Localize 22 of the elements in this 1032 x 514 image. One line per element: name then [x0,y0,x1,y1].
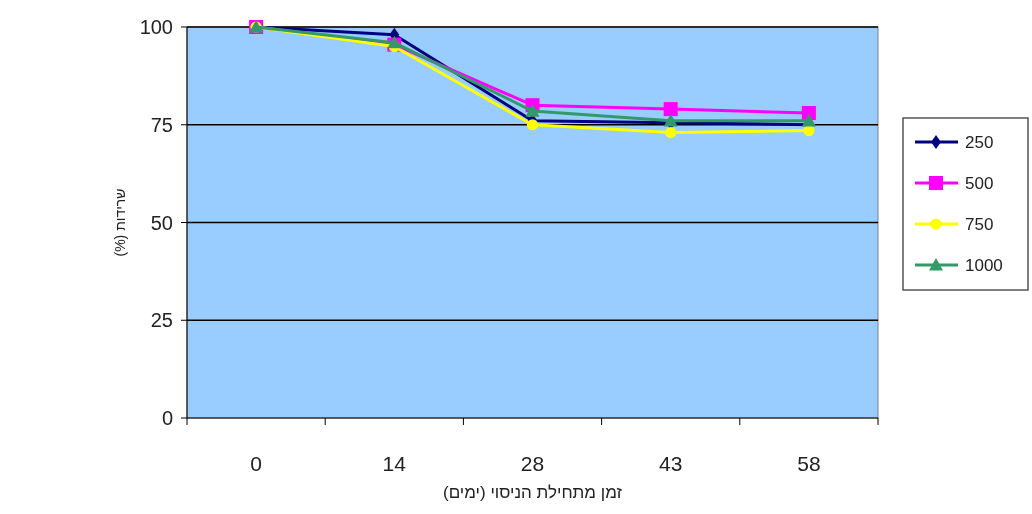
x-tick-label: 0 [250,452,262,475]
y-tick-label: 100 [139,16,173,38]
y-tick-label: 25 [150,309,173,332]
y-axis-title: שרידות (%) [112,188,128,257]
x-tick-label: 28 [520,452,545,475]
legend-label: 1000 [965,256,1003,275]
legend-label: 750 [965,215,994,234]
x-tick-label: 58 [797,452,821,475]
legend-label: 250 [965,133,994,152]
point [525,104,540,117]
y-tick-label: 50 [150,211,173,234]
point [663,102,678,117]
x-tick-label: 43 [659,452,683,475]
x-tick-label: 14 [382,452,407,475]
x-axis-title: זמן מתחילת הניסוי (ימים) [443,483,623,502]
point [665,126,677,139]
point [801,113,816,127]
y-tick-label: 75 [150,113,173,136]
y-tick-label: 0 [161,407,173,429]
point [803,125,815,137]
legend-label: 500 [965,174,994,193]
point [526,119,539,131]
